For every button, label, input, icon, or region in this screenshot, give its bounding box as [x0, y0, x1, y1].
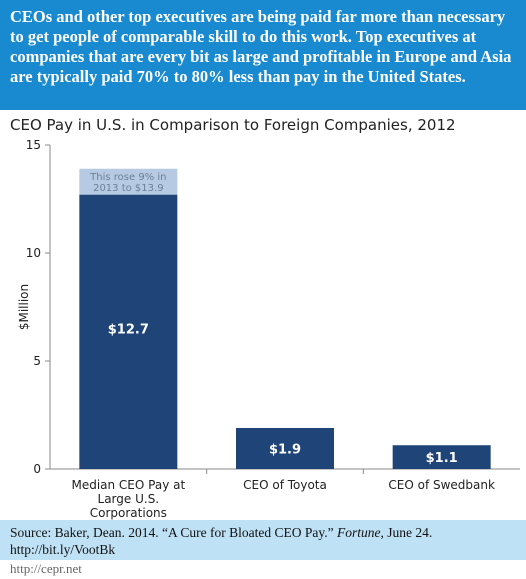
data-label: $1.9	[269, 442, 301, 457]
category-label: Corporations	[90, 506, 167, 520]
bar	[236, 427, 334, 469]
y-tick-label: 15	[26, 138, 41, 152]
bar	[392, 445, 491, 469]
header-text: CEOs and other top executives are being …	[10, 7, 512, 86]
category-label: Large U.S.	[98, 492, 160, 506]
y-axis-label: $Million	[17, 284, 31, 330]
chart-title: CEO Pay in U.S. in Comparison to Foreign…	[10, 116, 456, 134]
source-date: , June 24.	[380, 525, 433, 540]
y-tick-label: 10	[26, 246, 41, 260]
header-banner: CEOs and other top executives are being …	[0, 0, 526, 110]
category-label: CEO of Swedbank	[388, 478, 495, 492]
source-link[interactable]: http://bit.ly/VootBk	[10, 542, 116, 557]
source-text: Source: Baker, Dean. 2014. “A Cure for B…	[10, 525, 334, 540]
category-label: CEO of Toyota	[243, 478, 327, 492]
y-tick-label: 0	[33, 462, 41, 476]
source-footer: Source: Baker, Dean. 2014. “A Cure for B…	[0, 520, 526, 560]
annotation-text: This rose 9% in	[89, 172, 166, 183]
data-label: $12.7	[108, 323, 149, 338]
site-url[interactable]: http://cepr.net	[10, 561, 82, 576]
bar	[79, 194, 178, 469]
annotation-text: 2013 to $13.9	[93, 183, 163, 194]
annotation-bar	[79, 168, 178, 195]
source-publication: Fortune	[337, 525, 381, 540]
data-label: $1.1	[426, 451, 458, 466]
y-tick-label: 5	[33, 354, 41, 368]
category-label: Median CEO Pay at	[71, 478, 185, 492]
